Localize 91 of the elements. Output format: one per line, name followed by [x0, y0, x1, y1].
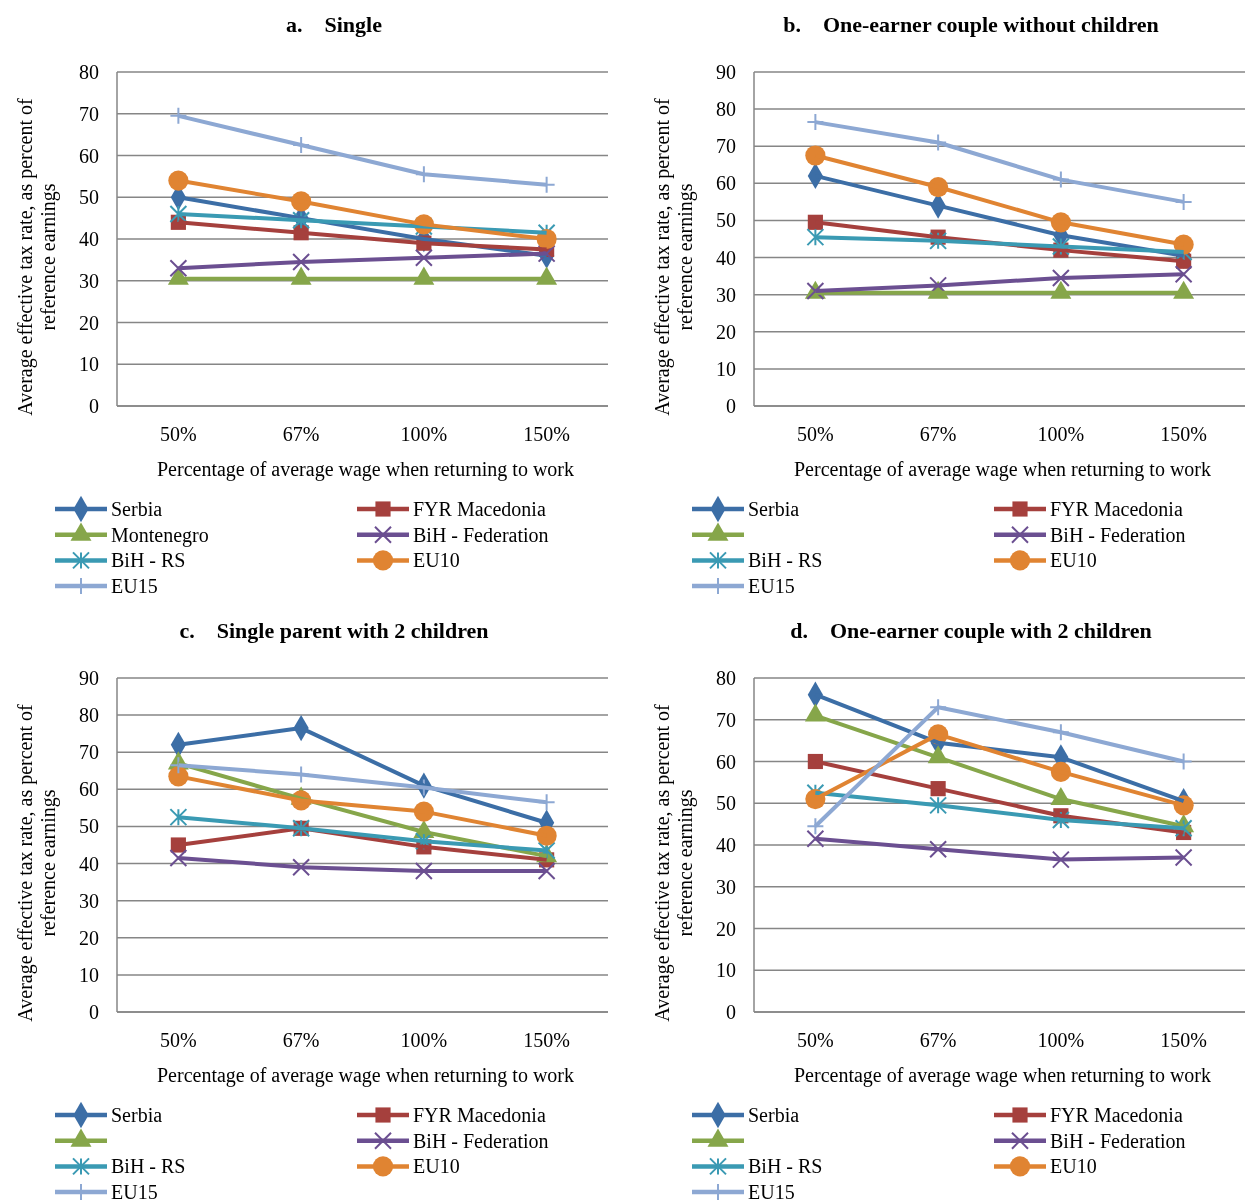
y-tick-label: 20	[79, 926, 99, 949]
y-tick-label: 40	[79, 852, 99, 875]
x-axis-title: Percentage of average wage when returning to work	[793, 1064, 1212, 1087]
legend-label: BiH - Federation	[1050, 1129, 1186, 1152]
x-tick-label: 50%	[797, 1029, 834, 1051]
y-tick-label: 60	[79, 144, 99, 167]
legend-label: Montenegro	[111, 523, 209, 547]
y-tick-label: 40	[79, 228, 99, 250]
x-tick-label: 67%	[919, 423, 957, 445]
legend-label: EU10	[1050, 1155, 1097, 1178]
legend-label: Serbia	[748, 498, 800, 520]
legend-label: FYR Macedonia	[1050, 1104, 1183, 1126]
y-tick-label: 50	[716, 792, 736, 815]
y-axis-title: Average effective tax rate, as percent of reference earnings	[651, 703, 697, 1022]
y-axis-title: Average effective tax rate, as percent of reference earnings	[651, 97, 697, 416]
y-tick-label: 30	[716, 283, 736, 306]
y-axis-title: Average effective tax rate, as percent of reference earnings	[14, 97, 60, 416]
y-tick-label: 90	[716, 61, 736, 83]
y-tick-label: 80	[716, 667, 736, 689]
y-tick-label: 40	[716, 246, 736, 269]
y-tick-label: 0	[726, 1001, 736, 1023]
legend-label: FYR Macedonia	[413, 1104, 546, 1126]
y-tick-label: 20	[716, 917, 736, 940]
y-tick-label: 70	[79, 741, 99, 764]
legend-label: BiH - Federation	[413, 1129, 549, 1152]
x-tick-label: 100%	[1037, 423, 1085, 445]
y-tick-label: 0	[89, 1001, 99, 1023]
y-tick-label: 20	[79, 311, 99, 334]
legend-label: Serbia	[111, 498, 163, 520]
legend-label: EU10	[413, 549, 460, 572]
x-tick-label: 100%	[400, 1029, 448, 1051]
legend-label: Serbia	[111, 1104, 163, 1126]
x-tick-label: 150%	[523, 1029, 570, 1051]
y-tick-label: 30	[716, 875, 736, 898]
x-axis-title: Percentage of average wage when returning to work	[156, 458, 575, 481]
y-tick-label: 80	[716, 98, 736, 121]
y-tick-label: 40	[716, 834, 736, 856]
y-tick-label: 20	[716, 320, 736, 343]
y-tick-label: 90	[79, 667, 99, 689]
legend-label: EU15	[111, 1181, 158, 1201]
y-tick-label: 60	[79, 778, 99, 801]
x-tick-label: 67%	[282, 1029, 320, 1051]
y-tick-label: 10	[716, 357, 736, 380]
x-tick-label: 150%	[523, 423, 570, 445]
x-tick-label: 150%	[1160, 423, 1207, 445]
y-tick-label: 60	[716, 750, 736, 773]
x-tick-label: 67%	[282, 423, 320, 445]
legend-label: FYR Macedonia	[413, 498, 546, 520]
x-tick-label: 150%	[1160, 1029, 1207, 1051]
x-axis-title: Percentage of average wage when returning to work	[793, 458, 1212, 481]
x-tick-label: 50%	[160, 423, 197, 445]
x-axis-title: Percentage of average wage when returning to work	[156, 1064, 575, 1087]
y-tick-label: 0	[89, 395, 99, 417]
y-tick-label: 10	[79, 963, 99, 986]
chart-title: d. One-earner couple with 2 children	[790, 618, 1152, 643]
y-tick-label: 30	[79, 269, 99, 292]
y-tick-label: 0	[726, 395, 736, 417]
y-tick-label: 70	[716, 135, 736, 158]
y-tick-label: 30	[79, 889, 99, 912]
y-tick-label: 80	[79, 704, 99, 727]
chart-title: b. One-earner couple without children	[783, 12, 1159, 37]
chart-title: c. Single parent with 2 children	[179, 618, 489, 643]
legend-label: Serbia	[748, 1104, 800, 1126]
y-tick-label: 80	[79, 61, 99, 83]
legend-label: EU15	[748, 575, 795, 598]
legend-label: BiH - RS	[748, 549, 823, 572]
legend-label: EU15	[748, 1181, 795, 1201]
x-tick-label: 100%	[400, 423, 448, 445]
legend-label: BiH - RS	[111, 1155, 186, 1178]
legend-label: EU10	[413, 1155, 460, 1178]
x-tick-label: 67%	[919, 1029, 957, 1051]
y-tick-label: 70	[79, 102, 99, 125]
legend-label: EU10	[1050, 549, 1097, 572]
y-tick-label: 50	[79, 815, 99, 838]
y-tick-label: 50	[716, 209, 736, 232]
legend-label: BiH - Federation	[1050, 523, 1186, 546]
legend-label: BiH - RS	[111, 549, 186, 572]
y-tick-label: 10	[79, 353, 99, 376]
legend-label: FYR Macedonia	[1050, 498, 1183, 520]
y-tick-label: 50	[79, 186, 99, 209]
x-tick-label: 50%	[160, 1029, 197, 1051]
x-tick-label: 50%	[797, 423, 834, 445]
legend-label: BiH - RS	[748, 1155, 823, 1178]
y-tick-label: 60	[716, 172, 736, 195]
legend-label: EU15	[111, 575, 158, 598]
chart-title: a. Single	[286, 12, 383, 37]
y-tick-label: 10	[716, 959, 736, 982]
y-axis-title: Average effective tax rate, as percent of reference earnings	[14, 703, 60, 1022]
legend-label: BiH - Federation	[413, 523, 549, 546]
y-tick-label: 70	[716, 708, 736, 731]
x-tick-label: 100%	[1037, 1029, 1085, 1051]
